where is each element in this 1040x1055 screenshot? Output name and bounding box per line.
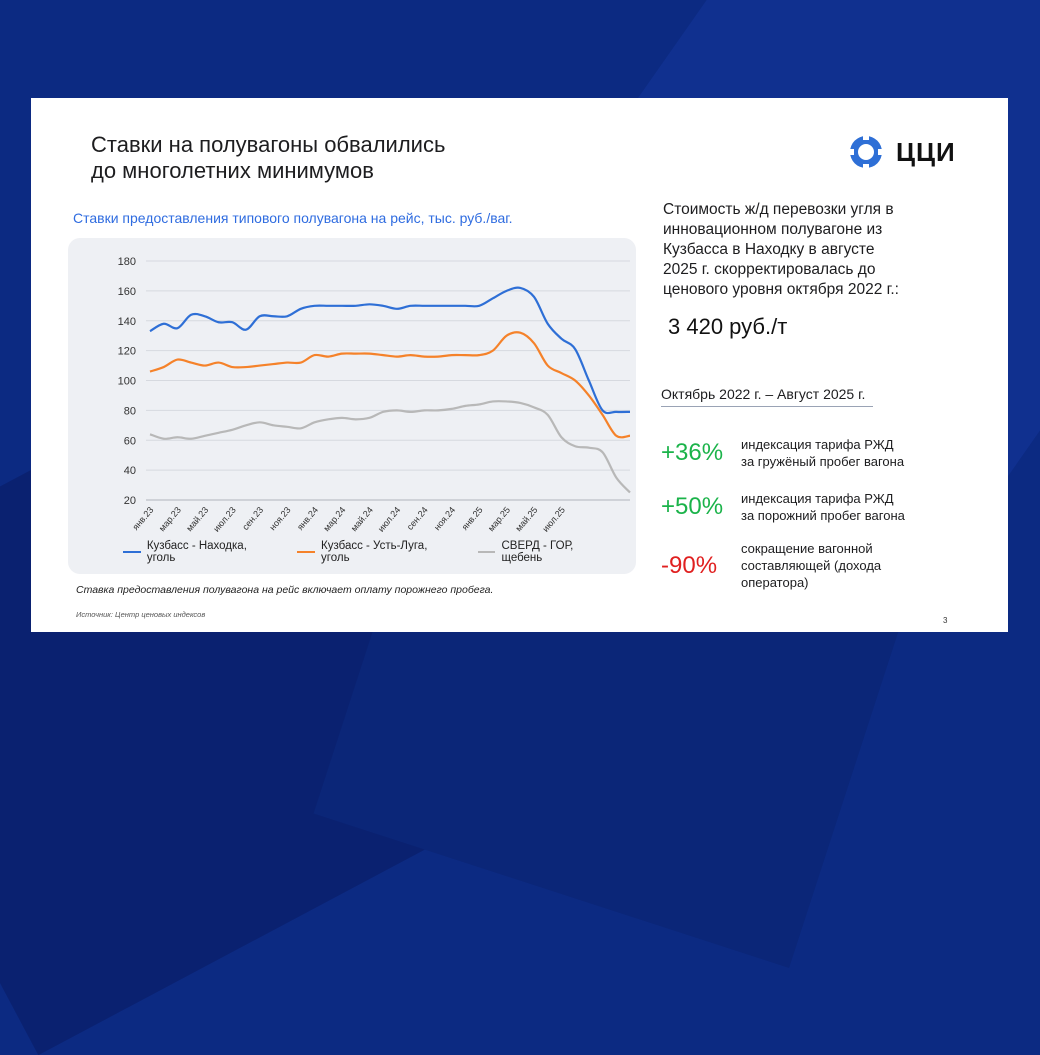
stat-value: +36% — [661, 439, 724, 466]
y-tick-label: 120 — [118, 346, 136, 358]
legend-swatch — [123, 551, 141, 553]
title-line-2: до многолетних минимумов — [91, 158, 374, 183]
stat-label: сокращение вагонной составляющей (дохода… — [741, 540, 971, 591]
x-tick-label: янв.23 — [130, 505, 155, 532]
stat-label-line: за порожний пробег вагона — [741, 508, 905, 523]
stat-label-line: сокращение вагонной — [741, 541, 873, 556]
legend-item: Кузбасс - Находка, уголь — [123, 540, 277, 564]
stat-value: +50% — [661, 493, 724, 520]
title-line-1: Ставки на полувагоны обвалились — [91, 132, 446, 157]
x-tick-label: янв.24 — [295, 505, 320, 532]
x-tick-label: мар.23 — [157, 505, 183, 533]
stat-wagon-component: -90% сокращение вагонной составляющей (д… — [661, 540, 971, 591]
y-tick-label: 140 — [118, 316, 136, 328]
stat-label-line: за гружёный пробег вагона — [741, 454, 905, 469]
stat-label-line: индексация тарифа РЖД — [741, 437, 894, 452]
chart-panel: 180 160 140 120 100 80 60 40 20 янв.23 мар.23 май.2… — [68, 238, 636, 574]
x-tick-label: сен.24 — [405, 505, 430, 532]
legend-swatch — [477, 551, 496, 553]
description-line: 2025 г. скорректировалась до — [663, 261, 876, 278]
x-tick-label: июл.25 — [540, 505, 567, 534]
x-tick-label: янв.25 — [460, 505, 485, 532]
x-tick-label: май.25 — [513, 505, 539, 533]
chart-title: Ставки предоставления типового полувагон… — [73, 210, 513, 226]
chart-note: Ставка предоставления полувагона на рейс… — [76, 584, 494, 596]
description-line: Стоимость ж/д перевозки угля в — [663, 201, 894, 218]
cost-description: Стоимость ж/д перевозки угля в инновацио… — [663, 200, 983, 300]
y-tick-label: 160 — [118, 286, 136, 298]
description-line: Кузбасса в Находку в августе — [663, 241, 875, 258]
series-line-1 — [149, 286, 631, 415]
legend-label: СВЕРД - ГОР, щебень — [501, 540, 574, 564]
x-tick-label: ноя.24 — [432, 505, 457, 532]
chart-legend: Кузбасс - Находка, уголь Кузбасс - Усть-… — [123, 540, 636, 564]
x-tick-label: июл.23 — [211, 505, 238, 534]
x-tick-label: май.24 — [349, 505, 375, 533]
stat-label: индексация тарифа РЖД за гружёный пробег… — [741, 436, 971, 470]
logo-text: ЦЦИ — [896, 136, 956, 167]
legend-swatch — [297, 551, 316, 553]
description-line: ценового уровня октября 2022 г.: — [663, 281, 899, 298]
y-tick-label: 80 — [124, 405, 136, 417]
y-tick-label: 40 — [124, 465, 136, 477]
x-tick-label: мар.24 — [321, 505, 347, 533]
series-line-2 — [149, 331, 631, 439]
page-number: 3 — [943, 616, 948, 625]
price-value: 3 420 руб./т — [668, 314, 788, 339]
source-note: Источник: Центр ценовых индексов — [76, 610, 206, 619]
legend-label: Кузбасс - Находка, уголь — [146, 540, 247, 564]
x-tick-label: ноя.23 — [267, 505, 292, 532]
slide-title: Ставки на полувагоны обвалились до много… — [91, 132, 611, 184]
stat-loaded-tariff: +36% индексация тарифа РЖД за гружёный п… — [661, 436, 971, 470]
y-tick-label: 60 — [124, 435, 136, 447]
logo-icon — [848, 134, 884, 170]
legend-label: Кузбасс - Усть-Луга, уголь — [321, 540, 428, 564]
period-label: Октябрь 2022 г. – Август 2025 г. — [661, 386, 874, 407]
stat-value: -90% — [661, 551, 718, 579]
y-tick-label: 100 — [118, 376, 136, 388]
slide: Ставки на полувагоны обвалились до много… — [31, 98, 1008, 632]
stat-label: индексация тарифа РЖД за порожний пробег… — [741, 490, 971, 524]
legend-item: Кузбасс - Усть-Луга, уголь — [297, 540, 457, 564]
x-tick-label: сен.23 — [240, 505, 265, 532]
description-line: инновационном полувагоне из — [663, 221, 883, 238]
y-tick-label: 20 — [124, 495, 136, 507]
series-line-3 — [149, 400, 631, 494]
x-tick-label: май.23 — [184, 505, 210, 533]
x-tick-label: июл.24 — [376, 505, 403, 534]
y-tick-label: 180 — [118, 256, 136, 268]
legend-item: СВЕРД - ГОР, щебень — [477, 540, 616, 564]
stat-label-line: индексация тарифа РЖД — [741, 491, 894, 506]
stat-empty-tariff: +50% индексация тарифа РЖД за порожний п… — [661, 490, 971, 524]
stat-label-line: оператора) — [741, 575, 809, 590]
stat-label-line: составляющей (дохода — [741, 558, 882, 573]
logo: ЦЦИ — [846, 132, 956, 172]
x-tick-label: мар.25 — [486, 505, 512, 533]
